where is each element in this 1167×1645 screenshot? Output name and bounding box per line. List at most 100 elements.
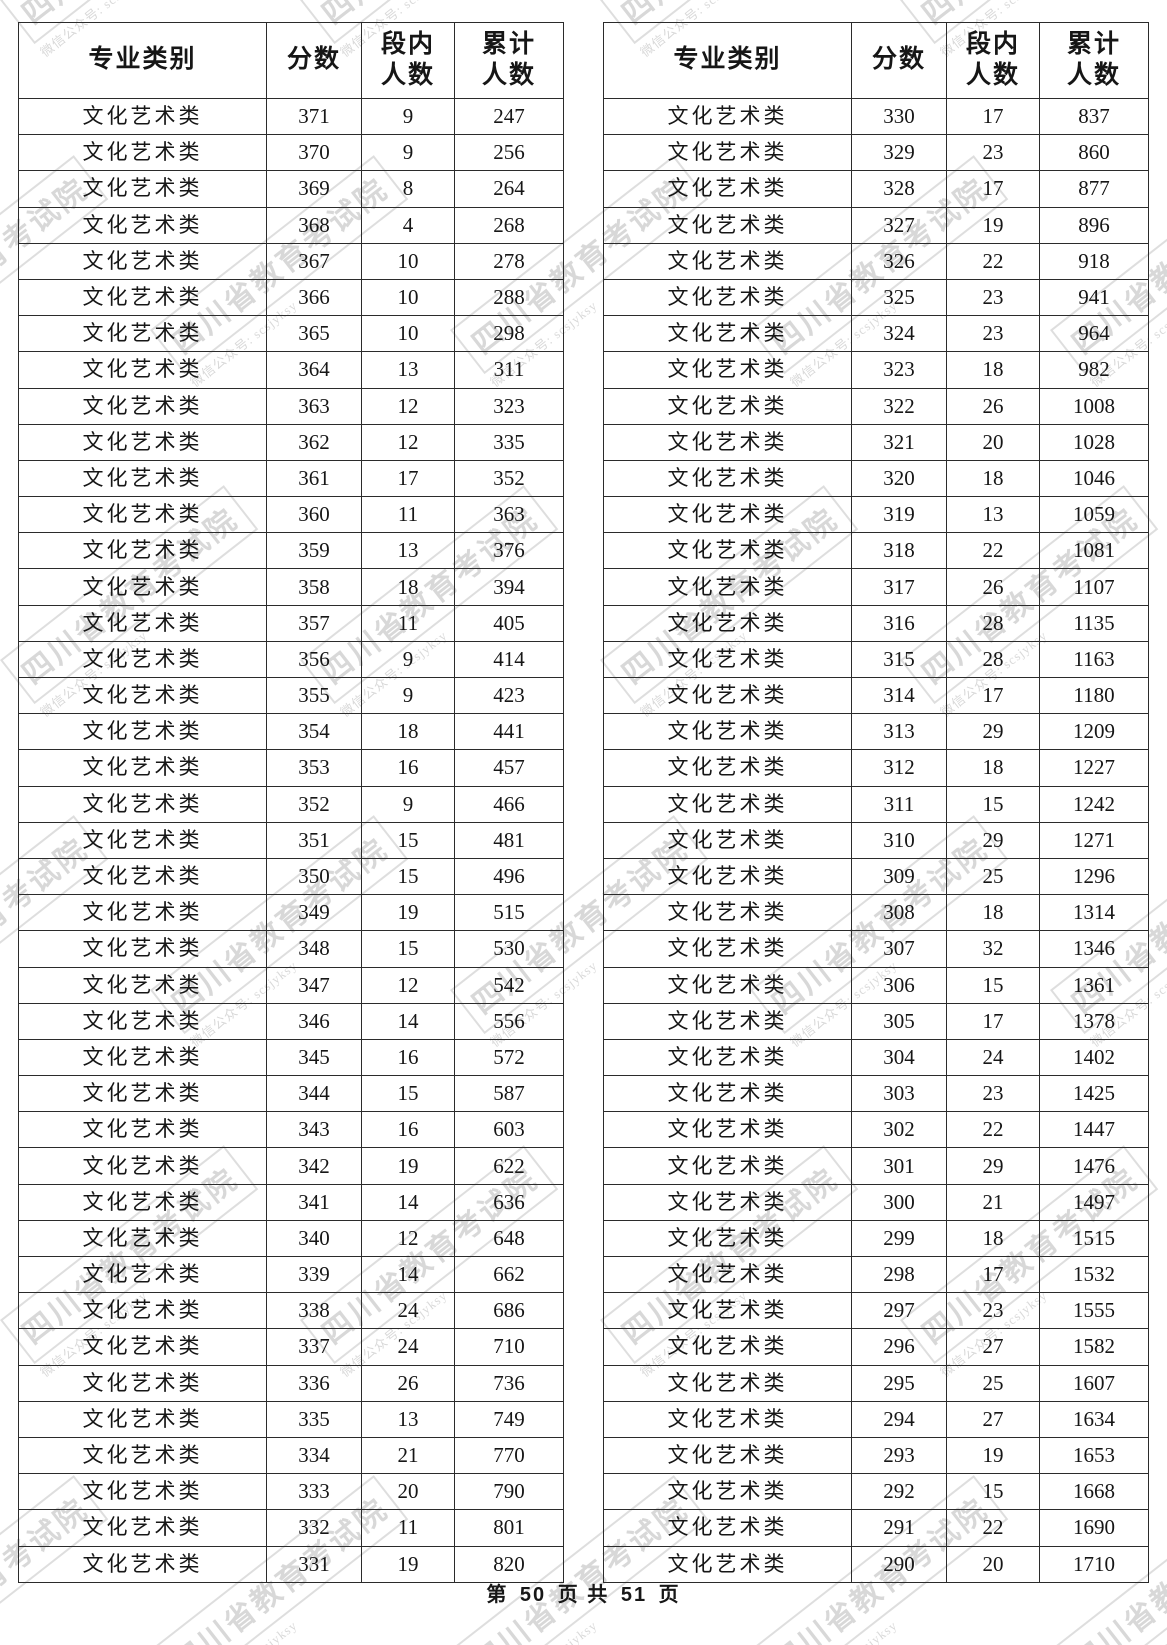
- cell-score: 361: [266, 459, 362, 498]
- cell-segment-count: 11: [361, 1509, 455, 1547]
- table-row: 文化艺术类 370 9 256: [18, 134, 564, 172]
- cell-segment-count: 12: [361, 423, 455, 461]
- cell-category: 文化艺术类: [603, 278, 852, 317]
- cell-score: 357: [266, 604, 362, 642]
- cell-cumulative-count: 648: [454, 1219, 564, 1258]
- table-row: 文化艺术类 325 23 941: [603, 278, 1149, 317]
- cell-category: 文化艺术类: [18, 930, 267, 968]
- cell-cumulative-count: 515: [454, 894, 564, 932]
- table-row: 文化艺术类 292 15 1668: [603, 1473, 1149, 1511]
- cell-segment-count: 12: [361, 387, 455, 425]
- cell-cumulative-count: 1314: [1039, 894, 1149, 932]
- cell-score: 352: [266, 785, 362, 823]
- cell-segment-count: 10: [361, 278, 455, 317]
- cell-score: 329: [851, 134, 947, 172]
- cell-score: 297: [851, 1292, 947, 1330]
- cell-cumulative-count: 1346: [1039, 930, 1149, 968]
- cell-segment-count: 17: [946, 1255, 1040, 1294]
- column-header-segment-count: 段内 人数: [946, 22, 1040, 99]
- cell-segment-count: 25: [946, 857, 1040, 896]
- cell-score: 362: [266, 423, 362, 461]
- cell-category: 文化艺术类: [603, 1111, 852, 1149]
- cell-category: 文化艺术类: [603, 930, 852, 968]
- cell-segment-count: 25: [946, 1364, 1040, 1402]
- cell-category: 文化艺术类: [603, 1219, 852, 1258]
- cell-category: 文化艺术类: [603, 1002, 852, 1040]
- cell-category: 文化艺术类: [603, 1509, 852, 1547]
- cell-segment-count: 17: [946, 676, 1040, 715]
- table-row: 文化艺术类 324 23 964: [603, 315, 1149, 353]
- cell-category: 文化艺术类: [603, 713, 852, 751]
- cell-score: 322: [851, 387, 947, 425]
- cell-score: 334: [266, 1436, 362, 1475]
- cell-category: 文化艺术类: [603, 134, 852, 172]
- table-row: 文化艺术类 336 26 736: [18, 1364, 564, 1402]
- column-header-category: 专业类别: [603, 22, 852, 99]
- cell-category: 文化艺术类: [18, 1219, 267, 1258]
- cell-segment-count: 15: [361, 930, 455, 968]
- cell-segment-count: 22: [946, 1509, 1040, 1547]
- cell-score: 295: [851, 1364, 947, 1402]
- footer-prefix: 第: [486, 1584, 509, 1606]
- cell-category: 文化艺术类: [18, 713, 267, 751]
- cell-segment-count: 19: [946, 206, 1040, 244]
- cell-cumulative-count: 1008: [1039, 387, 1149, 425]
- score-table-right: 专业类别 分数 段内 人数 累计 人数 文化艺术类 330 17 837 文化艺术类 32…: [603, 22, 1149, 1583]
- cell-score: 359: [266, 532, 362, 570]
- cell-category: 文化艺术类: [18, 97, 267, 136]
- table-row: 文化艺术类 367 10 278: [18, 242, 564, 280]
- cell-score: 350: [266, 857, 362, 896]
- cell-score: 320: [851, 459, 947, 498]
- cell-score: 304: [851, 1038, 947, 1077]
- table-row: 文化艺术类 320 18 1046: [603, 459, 1149, 498]
- cell-segment-count: 27: [946, 1328, 1040, 1366]
- cell-segment-count: 20: [946, 423, 1040, 461]
- cell-score: 335: [266, 1400, 362, 1438]
- cell-score: 340: [266, 1219, 362, 1258]
- cell-segment-count: 14: [361, 1002, 455, 1040]
- cell-category: 文化艺术类: [603, 749, 852, 787]
- cell-score: 345: [266, 1038, 362, 1077]
- cell-category: 文化艺术类: [603, 1183, 852, 1221]
- cell-cumulative-count: 264: [454, 170, 564, 208]
- table-row: 文化艺术类 302 22 1447: [603, 1111, 1149, 1149]
- cell-cumulative-count: 1361: [1039, 966, 1149, 1004]
- table-row: 文化艺术类 362 12 335: [18, 423, 564, 461]
- cell-score: 353: [266, 749, 362, 787]
- cell-category: 文化艺术类: [18, 134, 267, 172]
- cell-cumulative-count: 1690: [1039, 1509, 1149, 1547]
- table-row: 文化艺术类 368 4 268: [18, 206, 564, 244]
- cell-cumulative-count: 1227: [1039, 749, 1149, 787]
- cell-score: 296: [851, 1328, 947, 1366]
- cell-cumulative-count: 363: [454, 496, 564, 534]
- cell-cumulative-count: 1028: [1039, 423, 1149, 461]
- cell-segment-count: 18: [946, 749, 1040, 787]
- cell-segment-count: 22: [946, 1111, 1040, 1149]
- cell-segment-count: 11: [361, 496, 455, 534]
- table-row: 文化艺术类 341 14 636: [18, 1183, 564, 1221]
- cell-category: 文化艺术类: [603, 1473, 852, 1511]
- cell-score: 342: [266, 1147, 362, 1185]
- cell-segment-count: 12: [361, 1219, 455, 1258]
- cell-score: 300: [851, 1183, 947, 1221]
- cell-category: 文化艺术类: [18, 568, 267, 606]
- cell-segment-count: 9: [361, 97, 455, 136]
- cell-cumulative-count: 311: [454, 351, 564, 389]
- cell-cumulative-count: 1163: [1039, 640, 1149, 679]
- cell-segment-count: 23: [946, 315, 1040, 353]
- cell-cumulative-count: 603: [454, 1111, 564, 1149]
- cell-segment-count: 23: [946, 1075, 1040, 1113]
- table-row: 文化艺术类 323 18 982: [603, 351, 1149, 389]
- table-row: 文化艺术类 344 15 587: [18, 1075, 564, 1113]
- cell-cumulative-count: 941: [1039, 278, 1149, 317]
- cell-cumulative-count: 686: [454, 1292, 564, 1330]
- cell-cumulative-count: 556: [454, 1002, 564, 1040]
- cell-category: 文化艺术类: [603, 206, 852, 244]
- cell-category: 文化艺术类: [603, 676, 852, 715]
- cell-category: 文化艺术类: [603, 1400, 852, 1438]
- cell-score: 291: [851, 1509, 947, 1547]
- cell-score: 341: [266, 1183, 362, 1221]
- cell-segment-count: 11: [361, 604, 455, 642]
- cell-score: 336: [266, 1364, 362, 1402]
